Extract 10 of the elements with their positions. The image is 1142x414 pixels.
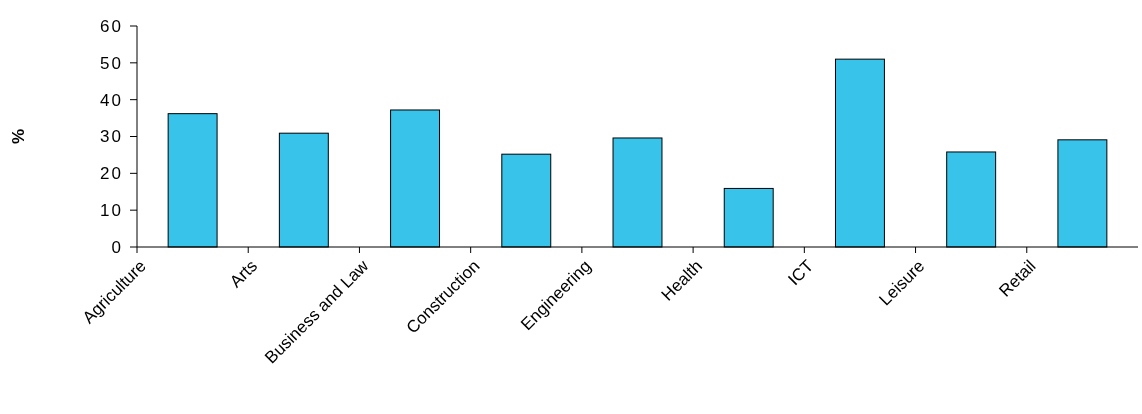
y-tick-label: 10 [100,201,123,221]
y-tick-label: 0 [111,237,123,257]
y-axis-title: % [9,128,28,145]
y-tick-label: 20 [100,164,123,184]
y-tick-label: 30 [100,127,123,147]
y-tick-label: 50 [100,53,123,73]
y-tick-label: 60 [100,16,123,36]
x-tick-label: ICT [784,256,818,290]
y-tick-label: 40 [100,90,123,110]
x-tick-label: Arts [226,256,262,292]
